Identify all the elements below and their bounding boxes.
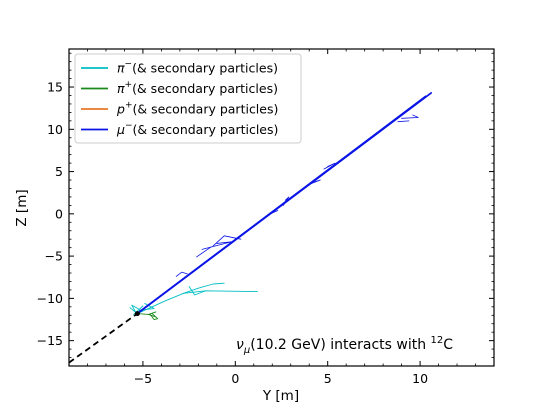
legend-label-2: p+(& secondary particles) (116, 101, 278, 117)
legend-rest: (& secondary particles) (133, 122, 279, 137)
y-tick-label: −10 (37, 291, 63, 306)
legend-symbol: μ (116, 122, 125, 137)
track-1-1 (149, 313, 159, 320)
annotation-sup: 12 (431, 335, 444, 346)
track-0-1 (183, 282, 225, 294)
legend-charge: + (125, 101, 133, 111)
legend-label-3: μ−(& secondary particles) (116, 121, 278, 137)
annotation-mid: (10.2 GeV) interacts with (250, 337, 430, 353)
data-layer (69, 92, 433, 364)
legend: π−(& secondary particles)π+(& secondary … (74, 53, 302, 144)
series-0 (129, 282, 258, 315)
track-3-4 (196, 246, 212, 258)
legend-symbol: π (117, 81, 125, 96)
incoming-neutrino-track (69, 312, 138, 364)
y-tick-label: −5 (45, 249, 63, 264)
y-tick-label: 0 (55, 206, 63, 221)
ticks-layer: −5 0 5 10 −15 −10 −5 0 5 10 15 (37, 49, 495, 386)
series-1 (136, 311, 159, 320)
track-3-11 (397, 120, 410, 123)
legend-charge: − (125, 121, 133, 131)
y-axis-label: Z [m] (14, 189, 30, 226)
y-tick-label: −15 (37, 333, 63, 348)
legend-rest: (& secondary particles) (132, 81, 278, 96)
y-tick-label: 15 (47, 80, 63, 95)
track-3-5 (175, 271, 188, 277)
track-3-3 (201, 241, 233, 250)
legend-label-1: π+(& secondary particles) (117, 80, 278, 96)
track-1-2 (148, 311, 157, 315)
legend-charge: − (125, 60, 133, 70)
y-tick-label: 10 (47, 122, 63, 137)
x-tick-label: 5 (324, 371, 332, 386)
series-3 (136, 92, 433, 315)
track-3-6 (268, 210, 279, 216)
legend-symbol: π (117, 61, 125, 76)
y-tick-label: 5 (55, 164, 63, 179)
track-3-1 (138, 95, 427, 313)
interaction-vertex (134, 311, 140, 317)
track-3-10 (401, 114, 419, 119)
x-axis-label: Y [m] (262, 388, 299, 404)
legend-rest: (& secondary particles) (132, 61, 278, 76)
legend-charge: + (125, 80, 133, 90)
x-tick-label: −5 (134, 371, 152, 386)
annotation-element: C (443, 337, 453, 353)
annotation-nu: ν (236, 337, 244, 353)
annotation: νμ(10.2 GeV) interacts with 12C (236, 335, 453, 356)
track-3-2 (212, 235, 242, 247)
annotation-mu-sub: μ (243, 345, 250, 356)
track-3-9 (323, 162, 336, 170)
legend-label-0: π−(& secondary particles) (117, 60, 278, 76)
legend-symbol: p (116, 102, 125, 117)
track-0-3 (131, 304, 144, 315)
x-tick-label: 0 (231, 371, 239, 386)
track-3-8 (306, 179, 321, 186)
track-3-7 (282, 196, 290, 206)
legend-rest: (& secondary particles) (132, 102, 278, 117)
x-tick-label: 10 (412, 371, 428, 386)
plot-frame (68, 48, 495, 367)
track-0-2 (188, 286, 207, 296)
legend-box (74, 53, 302, 144)
